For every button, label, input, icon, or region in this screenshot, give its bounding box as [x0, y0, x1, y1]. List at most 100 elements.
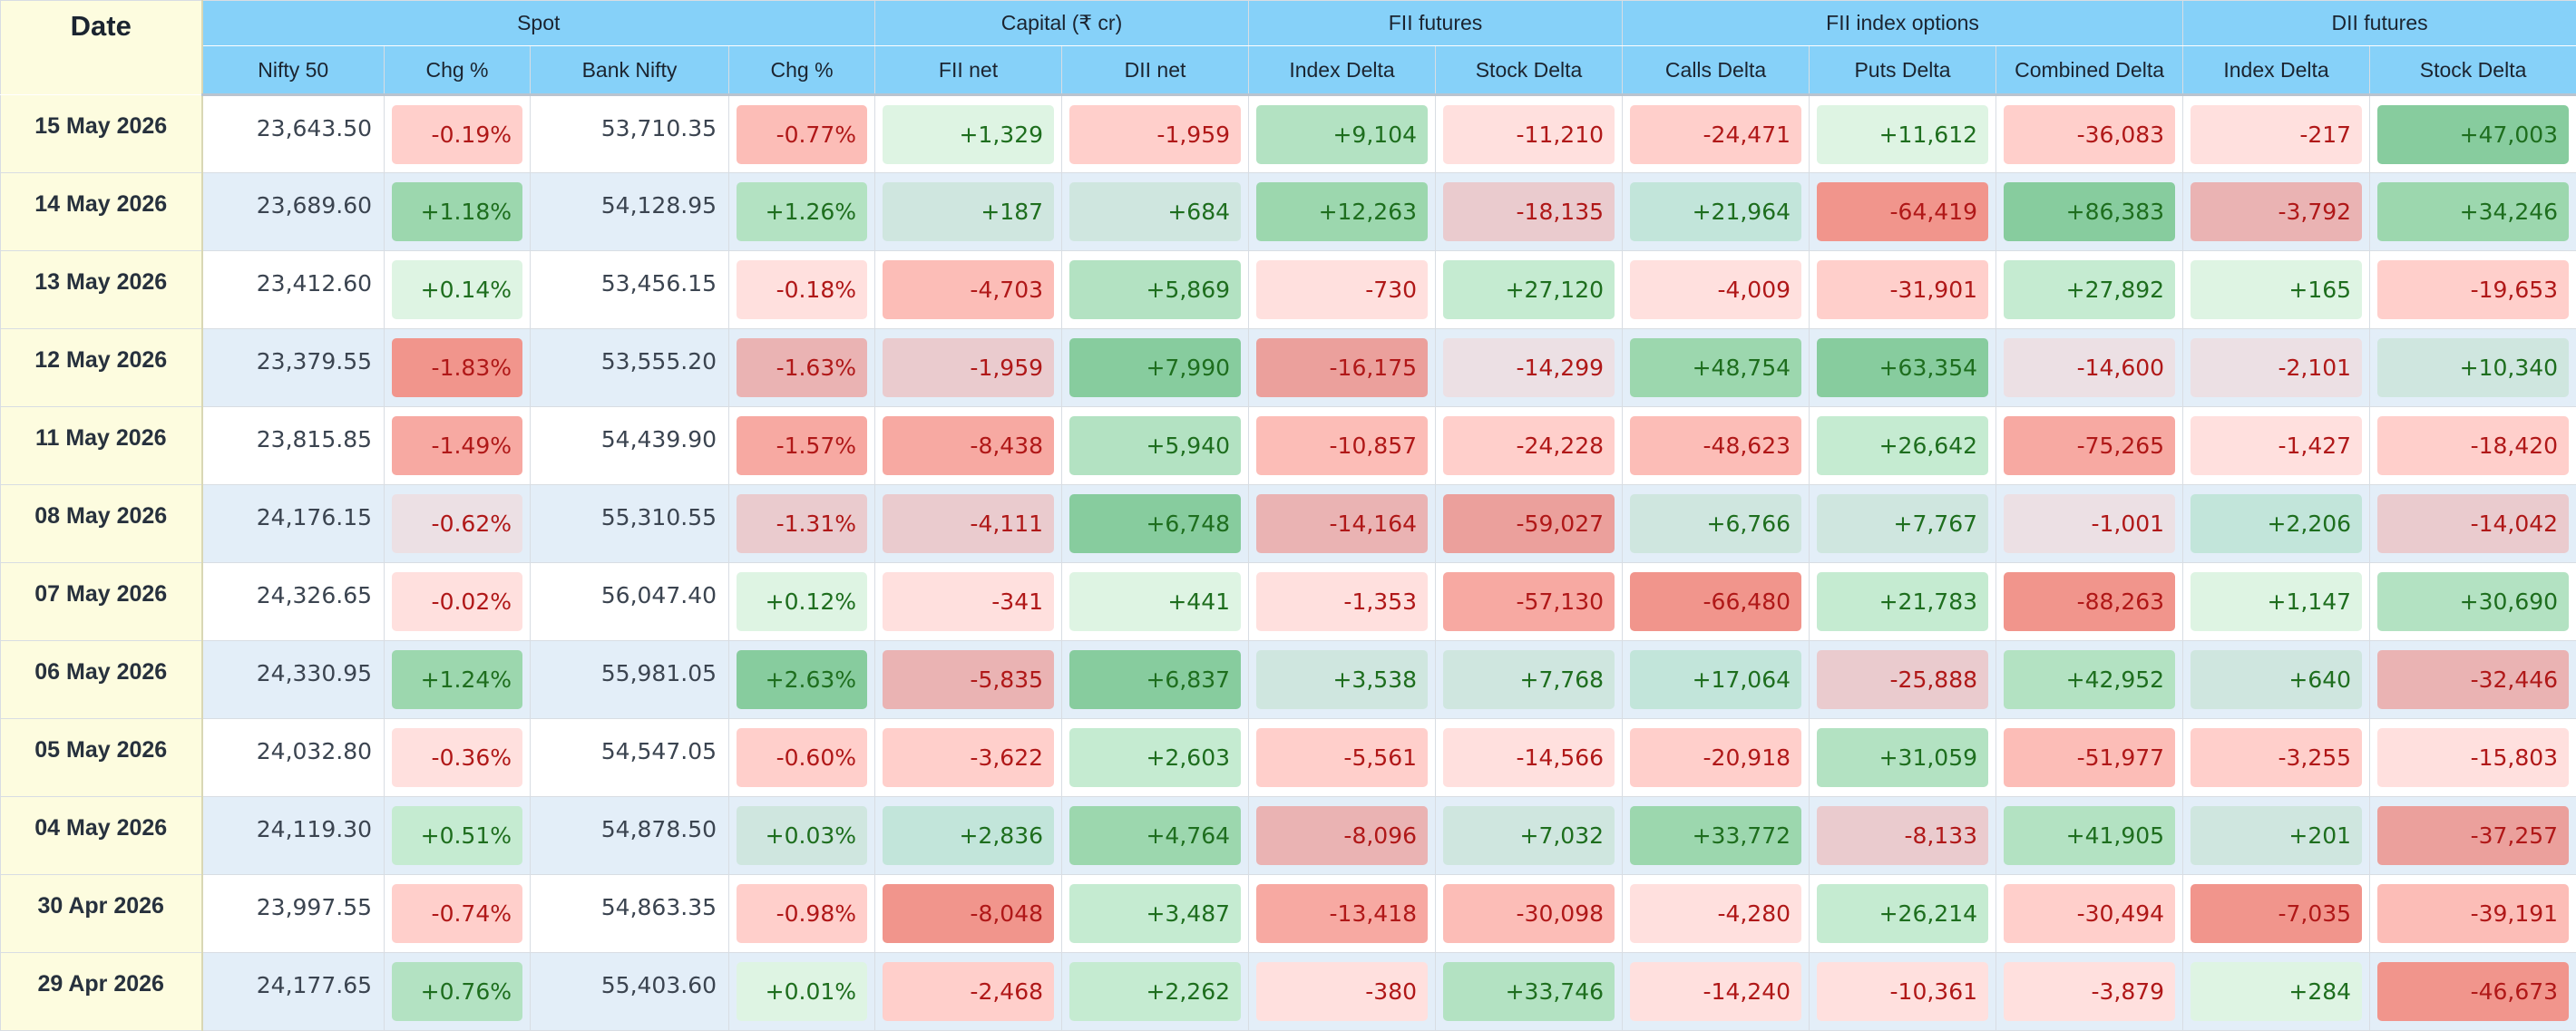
dii-stock-delta-cell: -46,673 — [2370, 953, 2576, 1031]
puts-delta-cell: +31,059 — [1810, 719, 1996, 797]
value-pill: -20,918 — [1630, 728, 1801, 787]
column-header-fii-stock-delta[interactable]: Stock Delta — [1436, 46, 1623, 95]
value-pill: +165 — [2191, 260, 2362, 319]
combined-delta-cell: +41,905 — [1996, 797, 2183, 875]
value-pill: +0.12% — [737, 572, 867, 631]
value-pill: -3,792 — [2191, 182, 2362, 241]
column-header-dii-net[interactable]: DII net — [1062, 46, 1249, 95]
nifty-value-cell: 23,412.60 — [202, 251, 385, 329]
date-column-header[interactable]: Date — [1, 1, 202, 95]
column-header-fii-index-delta[interactable]: Index Delta — [1249, 46, 1436, 95]
dii-index-delta-cell: +201 — [2183, 797, 2370, 875]
dii-index-delta-cell: -217 — [2183, 95, 2370, 173]
value-pill: -380 — [1256, 962, 1428, 1021]
nifty-chg-cell: +0.14% — [385, 251, 531, 329]
value-pill: +12,263 — [1256, 182, 1428, 241]
value-pill: -341 — [883, 572, 1054, 631]
dii-index-delta-cell: -3,792 — [2183, 173, 2370, 251]
combined-delta-cell: -3,879 — [1996, 953, 2183, 1031]
fii-stock-delta-cell: +7,768 — [1436, 641, 1623, 719]
fii-index-delta-cell: +3,538 — [1249, 641, 1436, 719]
value-pill: -66,480 — [1630, 572, 1801, 631]
value-pill: -1,353 — [1256, 572, 1428, 631]
bank-nifty-value-cell: 54,863.35 — [531, 875, 729, 953]
dii-net-cell: +5,940 — [1062, 407, 1249, 485]
value-pill: +0.51% — [392, 806, 522, 865]
bank-nifty-value-cell: 55,310.55 — [531, 485, 729, 563]
value-pill: +2,206 — [2191, 494, 2362, 553]
value-pill: +7,767 — [1817, 494, 1988, 553]
fii-net-cell: -8,438 — [875, 407, 1062, 485]
value-pill: +4,764 — [1069, 806, 1241, 865]
value-pill: +47,003 — [2377, 105, 2569, 164]
combined-delta-cell: -36,083 — [1996, 95, 2183, 173]
nifty-value-cell: 24,177.65 — [202, 953, 385, 1031]
column-header-calls-delta[interactable]: Calls Delta — [1623, 46, 1810, 95]
fii-net-cell: -2,468 — [875, 953, 1062, 1031]
column-header-dii-stock-delta[interactable]: Stock Delta — [2370, 46, 2576, 95]
value-pill: -19,653 — [2377, 260, 2569, 319]
nifty-chg-cell: -0.36% — [385, 719, 531, 797]
calls-delta-cell: -4,009 — [1623, 251, 1810, 329]
fii-net-cell: -3,622 — [875, 719, 1062, 797]
value-pill: -730 — [1256, 260, 1428, 319]
column-header-nifty-chg[interactable]: Chg % — [385, 46, 531, 95]
table-row: 13 May 2026 23,412.60 +0.14% 53,456.15 -… — [1, 251, 2576, 329]
bank-nifty-value-cell: 55,403.60 — [531, 953, 729, 1031]
nifty-chg-cell: +0.76% — [385, 953, 531, 1031]
value-pill: +2,603 — [1069, 728, 1241, 787]
fii-net-cell: -4,111 — [875, 485, 1062, 563]
fii-stock-delta-cell: -14,299 — [1436, 329, 1623, 407]
value-pill: +48,754 — [1630, 338, 1801, 397]
bank-nifty-chg-cell: +0.01% — [729, 953, 875, 1031]
fii-stock-delta-cell: -14,566 — [1436, 719, 1623, 797]
fii-index-delta-cell: -8,096 — [1249, 797, 1436, 875]
value-pill: +640 — [2191, 650, 2362, 709]
value-pill: -0.74% — [392, 884, 522, 943]
table-row: 30 Apr 2026 23,997.55 -0.74% 54,863.35 -… — [1, 875, 2576, 953]
value-pill: +7,032 — [1443, 806, 1615, 865]
value-pill: -48,623 — [1630, 416, 1801, 475]
value-pill: +6,766 — [1630, 494, 1801, 553]
value-pill: -3,255 — [2191, 728, 2362, 787]
bank-nifty-value-cell: 54,439.90 — [531, 407, 729, 485]
fii-stock-delta-cell: -57,130 — [1436, 563, 1623, 641]
column-header-bank-nifty[interactable]: Bank Nifty — [531, 46, 729, 95]
column-header-bank-nifty-chg[interactable]: Chg % — [729, 46, 875, 95]
nifty-chg-cell: -1.49% — [385, 407, 531, 485]
column-header-nifty-50[interactable]: Nifty 50 — [202, 46, 385, 95]
bank-nifty-chg-cell: -1.63% — [729, 329, 875, 407]
value-pill: -88,263 — [2004, 572, 2175, 631]
calls-delta-cell: -14,240 — [1623, 953, 1810, 1031]
fii-stock-delta-cell: +33,746 — [1436, 953, 1623, 1031]
value-pill: -0.18% — [737, 260, 867, 319]
value-pill: -1,959 — [1069, 105, 1241, 164]
value-pill: -18,420 — [2377, 416, 2569, 475]
column-header-combined-delta[interactable]: Combined Delta — [1996, 46, 2183, 95]
value-pill: -30,494 — [2004, 884, 2175, 943]
column-header-dii-index-delta[interactable]: Index Delta — [2183, 46, 2370, 95]
column-header-fii-net[interactable]: FII net — [875, 46, 1062, 95]
combined-delta-cell: +27,892 — [1996, 251, 2183, 329]
date-cell: 05 May 2026 — [1, 719, 202, 797]
dii-index-delta-cell: +1,147 — [2183, 563, 2370, 641]
fii-net-cell: +187 — [875, 173, 1062, 251]
value-pill: +441 — [1069, 572, 1241, 631]
value-pill: +5,940 — [1069, 416, 1241, 475]
nifty-chg-cell: -0.62% — [385, 485, 531, 563]
bank-nifty-chg-cell: -0.18% — [729, 251, 875, 329]
puts-delta-cell: +63,354 — [1810, 329, 1996, 407]
bank-nifty-chg-cell: -0.60% — [729, 719, 875, 797]
fii-index-delta-cell: -13,418 — [1249, 875, 1436, 953]
bank-nifty-value-cell: 54,878.50 — [531, 797, 729, 875]
value-pill: -25,888 — [1817, 650, 1988, 709]
value-pill: -0.60% — [737, 728, 867, 787]
value-pill: -11,210 — [1443, 105, 1615, 164]
column-header-puts-delta[interactable]: Puts Delta — [1810, 46, 1996, 95]
puts-delta-cell: +26,214 — [1810, 875, 1996, 953]
value-pill: +31,059 — [1817, 728, 1988, 787]
value-pill: -37,257 — [2377, 806, 2569, 865]
dii-net-cell: +684 — [1062, 173, 1249, 251]
calls-delta-cell: +33,772 — [1623, 797, 1810, 875]
value-pill: +33,746 — [1443, 962, 1615, 1021]
